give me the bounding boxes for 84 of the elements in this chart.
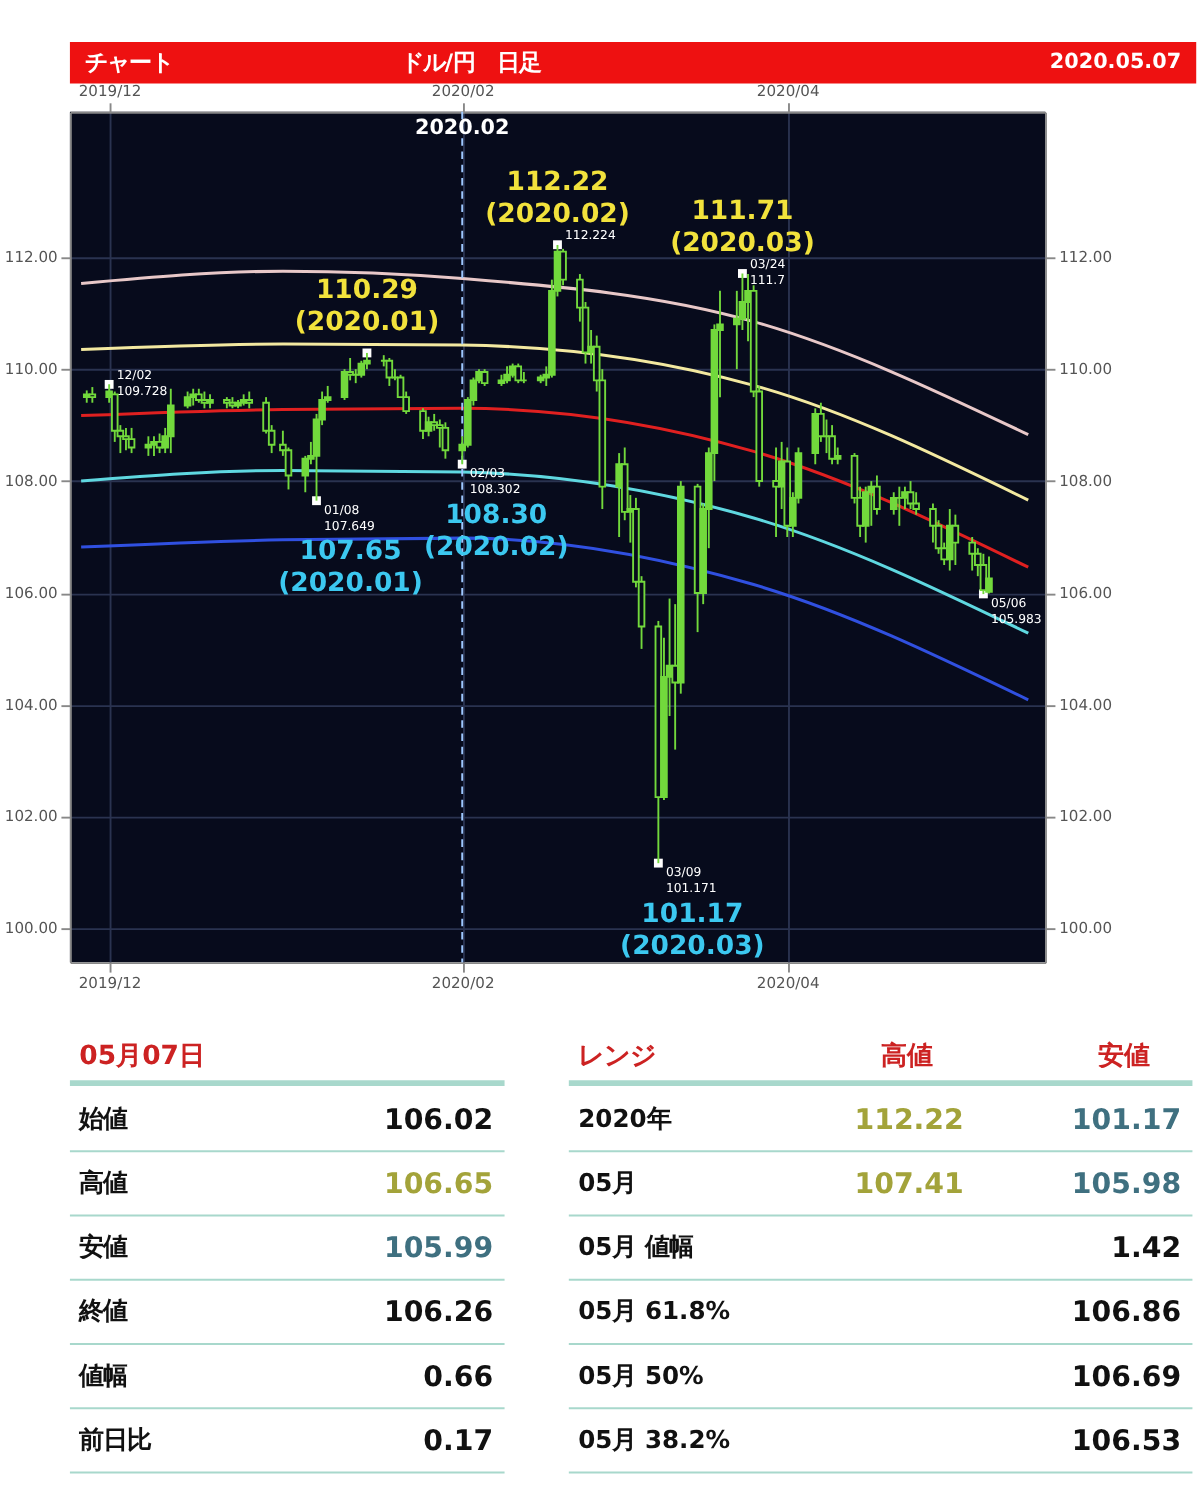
annotation: 110.29 (2020.01) — [294, 276, 440, 339]
category-label: 前日比 — [77, 1425, 152, 1454]
category-label: 05月 50% — [578, 1361, 704, 1390]
candlestick — [122, 426, 130, 452]
data-label: 105.99 — [383, 1233, 494, 1266]
candlestick — [968, 536, 976, 572]
annotation: 111.71 (2020.03) — [670, 196, 815, 259]
y-tick-label: 102.00 — [4, 807, 58, 826]
candlestick — [811, 407, 820, 466]
line-series — [79, 269, 1030, 437]
data-label: 106.65 — [383, 1168, 494, 1201]
candlestick — [127, 426, 136, 455]
x2-tick-label: 2019/12 — [78, 81, 142, 100]
annotation: 108.30 (2020.02) — [423, 500, 569, 563]
candlestick — [945, 508, 954, 572]
data-label: 106.53 — [1071, 1425, 1182, 1458]
x-tick-label: 2020/04 — [756, 973, 820, 992]
data-label: 112.22 — [854, 1104, 964, 1137]
x-tick-label: 2020/02 — [431, 973, 495, 992]
chart-subtitle: ドル/円 日足 — [400, 48, 541, 77]
x2-tick-label: 2020/04 — [756, 81, 820, 100]
y2-tick-label: 102.00 — [1059, 807, 1113, 826]
category-label: 終値 — [77, 1297, 128, 1326]
category-label: 安値 — [79, 1233, 128, 1262]
candlestick — [828, 424, 836, 466]
ref-line-label: 2020.02 — [414, 116, 510, 141]
candlestick — [424, 415, 433, 438]
line-series — [79, 342, 1030, 502]
data-label: 1.42 — [1111, 1233, 1182, 1266]
point — [653, 858, 663, 868]
annotation: 112.22 (2020.02) — [485, 168, 630, 231]
candlestick — [861, 485, 870, 544]
candlestick — [772, 446, 780, 538]
data-label: 0.66 — [423, 1361, 494, 1394]
point — [553, 240, 562, 250]
annotation: 101.17 (2020.03) — [620, 899, 765, 962]
candlestick — [150, 435, 158, 457]
data-label: 105.98 — [1071, 1168, 1182, 1201]
candlestick — [951, 513, 960, 566]
data-label: 106.02 — [383, 1104, 494, 1137]
point — [312, 496, 321, 506]
y2-tick-label: 104.00 — [1059, 695, 1113, 714]
candlestick — [441, 421, 450, 460]
y-tick-label: 106.00 — [4, 583, 58, 602]
category-label: 05月 値幅 — [578, 1233, 693, 1262]
x-tick-label: 2019/12 — [78, 973, 142, 992]
data-label: 106.26 — [383, 1297, 494, 1330]
line-series — [79, 406, 1030, 569]
candlestick — [419, 407, 427, 441]
y-tick-label: 112.00 — [4, 248, 58, 266]
data-label: 0.17 — [423, 1425, 494, 1458]
text: レンジ — [578, 1042, 657, 1073]
y-tick-label: 100.00 — [4, 919, 58, 938]
text: 高値 — [881, 1040, 934, 1073]
data-label: 106.86 — [1071, 1297, 1182, 1330]
y2-tick-label: 100.00 — [1059, 919, 1113, 938]
annotation: 107.65 (2020.01) — [278, 537, 423, 600]
y-tick-label: 104.00 — [4, 695, 58, 714]
text: 安値 — [1098, 1040, 1151, 1073]
data-label: 106.69 — [1071, 1361, 1182, 1394]
y-tick-label: 108.00 — [4, 471, 58, 490]
y2-tick-label: 110.00 — [1059, 359, 1113, 378]
chart-title: チャート — [85, 48, 174, 77]
category-label: 05月 — [578, 1168, 637, 1197]
text: 2020.05.07 — [1049, 50, 1182, 75]
y2-tick-label: 106.00 — [1059, 583, 1113, 602]
category-label: 高値 — [79, 1168, 128, 1197]
category-label: 値幅 — [77, 1361, 128, 1390]
y-tick-label: 110.00 — [4, 359, 58, 378]
candlestick — [985, 555, 993, 595]
data-label: 101.17 — [1071, 1104, 1182, 1137]
candlestick — [559, 247, 567, 287]
x2-tick-label: 2020/02 — [431, 81, 495, 100]
y2-tick-label: 112.00 — [1059, 248, 1113, 266]
data-label: 107.41 — [854, 1168, 964, 1201]
category-label: 2020年 — [578, 1104, 671, 1133]
y2-tick-label: 108.00 — [1059, 471, 1113, 490]
category-label: 05月 61.8% — [578, 1297, 731, 1326]
category-label: 始値 — [77, 1104, 128, 1133]
text: 05月07日 — [79, 1042, 205, 1073]
candlestick — [167, 387, 175, 455]
category-label: 05月 38.2% — [578, 1425, 731, 1454]
point — [457, 459, 467, 469]
candlestick — [906, 480, 915, 510]
